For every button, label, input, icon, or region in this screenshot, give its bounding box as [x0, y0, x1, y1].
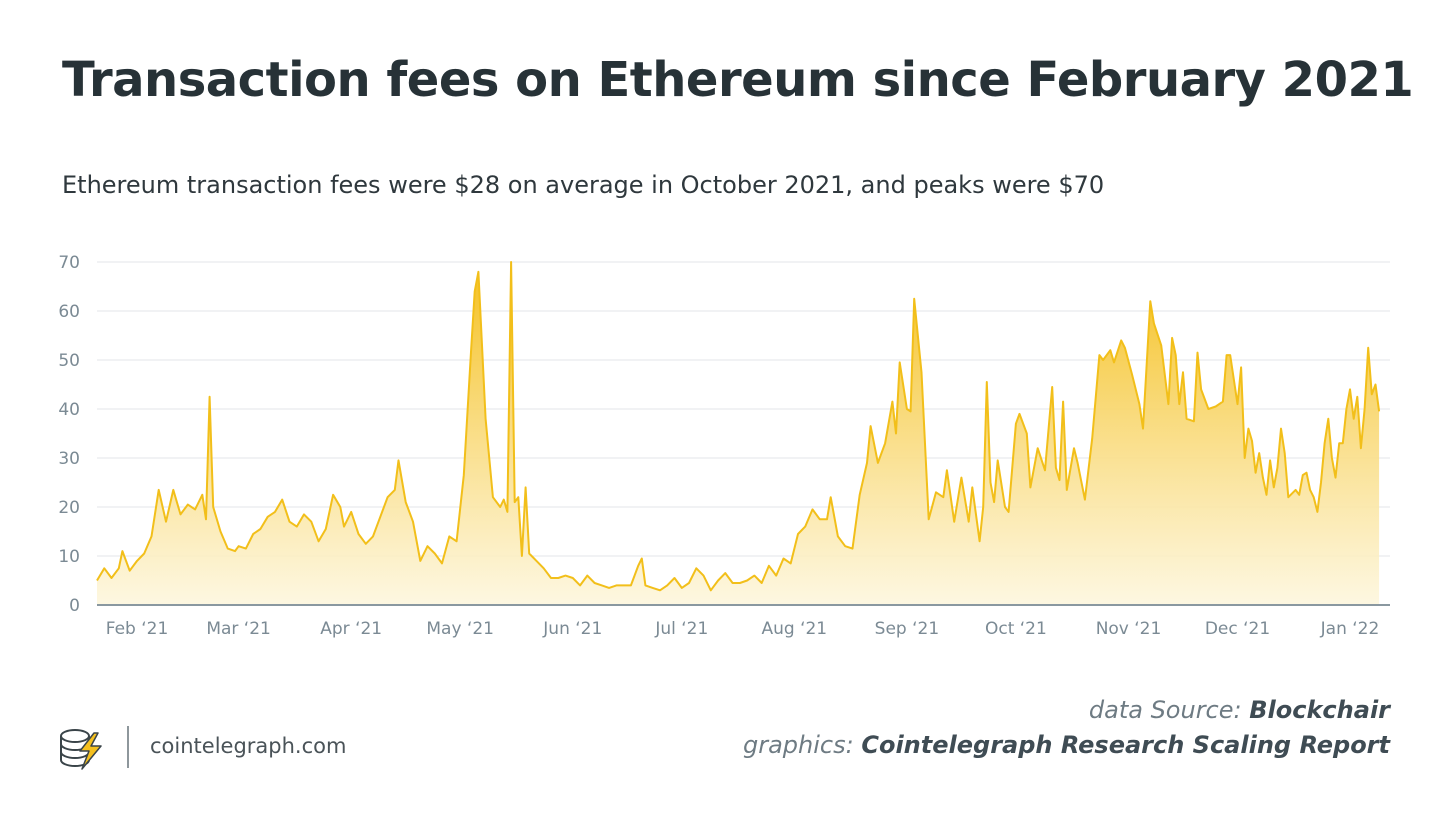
graphics-prefix: graphics: — [743, 731, 862, 759]
cointelegraph-coins-lightning-icon — [60, 729, 102, 770]
graphics-credit: graphics: Cointelegraph Research Scaling… — [743, 731, 1390, 759]
y-tick-label-40: 40 — [58, 400, 80, 420]
y-tick-label-10: 10 — [58, 547, 80, 567]
x-tick-label: Feb ‘21 — [106, 619, 169, 639]
y-tick-label-0: 0 — [69, 596, 80, 616]
fees-area — [97, 262, 1380, 605]
footer-site-link[interactable]: cointelegraph.com — [150, 734, 347, 758]
y-tick-label-30: 30 — [58, 449, 80, 469]
y-axis-labels: 0 10 20 30 40 50 60 70 — [58, 253, 80, 616]
source-prefix: data Source: — [1088, 696, 1250, 724]
x-axis-labels: Feb ‘21 Mar ‘21 Apr ‘21 May ‘21 Jun ‘21 Jul ‘… — [106, 619, 1380, 639]
x-tick-label: Jan ‘22 — [1320, 619, 1380, 639]
x-tick-label: Nov ‘21 — [1096, 619, 1162, 639]
x-tick-label: May ‘21 — [426, 619, 494, 639]
x-tick-label: Oct ‘21 — [985, 619, 1047, 639]
x-tick-label: Sep ‘21 — [875, 619, 939, 639]
source-name: Blockchair — [1249, 696, 1390, 724]
x-tick-label: Apr ‘21 — [320, 619, 382, 639]
data-source-credit: data Source: Blockchair — [1089, 696, 1390, 724]
graphics-name: Cointelegraph Research Scaling Report — [861, 731, 1390, 759]
x-tick-label: Dec ‘21 — [1205, 619, 1270, 639]
x-tick-label: Jul ‘21 — [654, 619, 708, 639]
chart-subtitle: Ethereum transaction fees were $28 on av… — [62, 171, 1105, 199]
y-tick-label-70: 70 — [58, 253, 80, 273]
fees-line — [96, 261, 1381, 592]
fees-area-chart: 0 10 20 30 40 50 60 70 Feb ‘21 Mar ‘21 Apr ‘21 May… — [58, 253, 1390, 639]
x-tick-label: Aug ‘21 — [761, 619, 827, 639]
footer-divider — [127, 726, 129, 768]
y-tick-label-60: 60 — [58, 302, 80, 322]
y-tick-label-50: 50 — [58, 351, 80, 371]
page-title: Transaction fees on Ethereum since Febru… — [62, 52, 1414, 108]
x-tick-label: Jun ‘21 — [542, 619, 602, 639]
x-tick-label: Mar ‘21 — [206, 619, 271, 639]
y-tick-label-20: 20 — [58, 498, 80, 518]
